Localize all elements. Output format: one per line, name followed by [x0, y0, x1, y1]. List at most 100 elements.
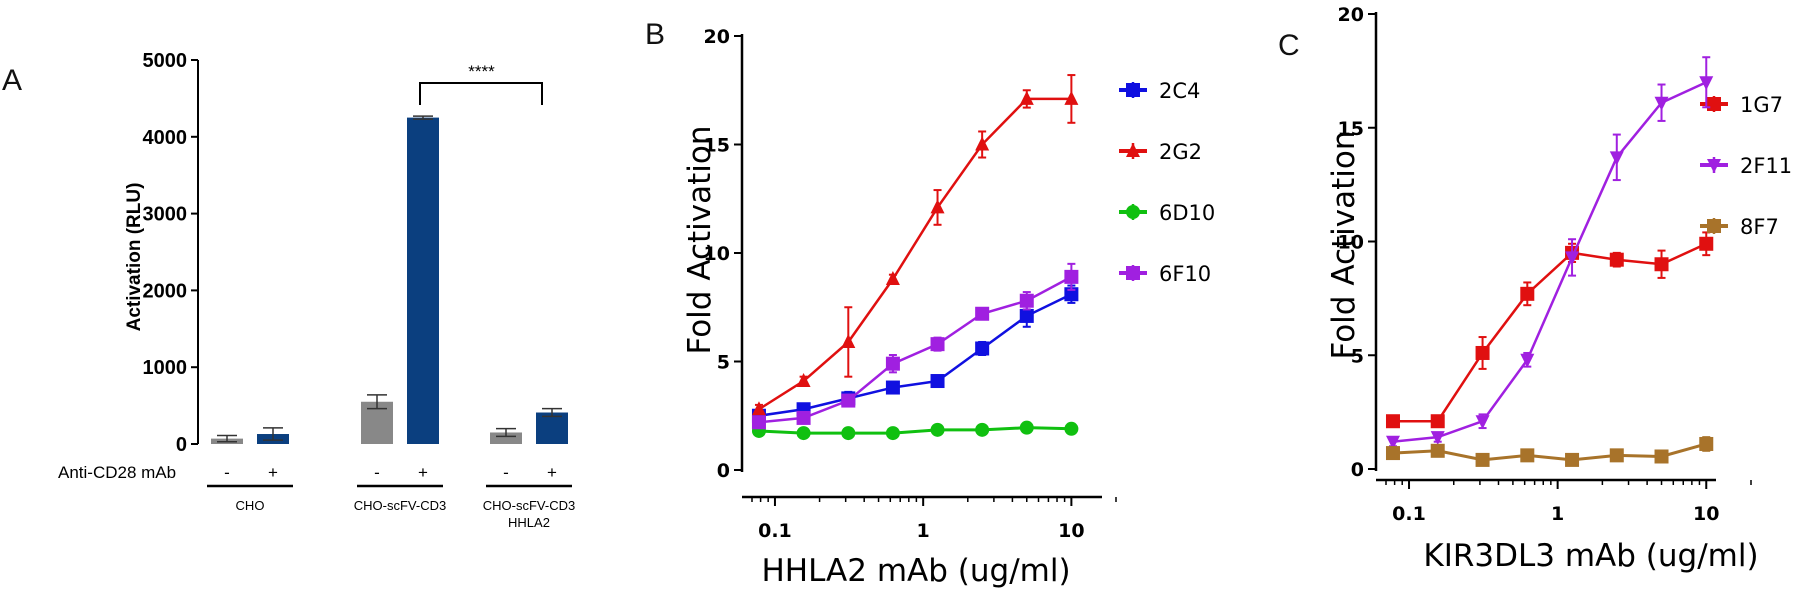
b-legend-label-2G2: 2G2 [1159, 140, 1202, 164]
c-point-1G7 [1654, 257, 1669, 272]
a-group-label: CHO-scFV-CD3 [354, 498, 446, 513]
a-treatment-sign: - [224, 463, 230, 482]
c-point-2F11 [1475, 415, 1490, 430]
b-legend-label-2C4: 2C4 [1159, 79, 1200, 103]
c-point-1G7 [1430, 414, 1445, 429]
a-significance-bracket [419, 82, 543, 106]
a-treatment-sign: + [547, 463, 557, 482]
b-y-tick-label: 0 [717, 460, 730, 482]
a-group-label: CHO [236, 498, 265, 513]
b-point-6F10 [841, 393, 856, 408]
b-point-6F10 [796, 410, 811, 425]
c-series-line-2F11 [1392, 81, 1707, 443]
c-legend-marker-1G7 [1707, 97, 1721, 111]
b-point-2C4 [975, 341, 990, 356]
c-point-1G7 [1475, 345, 1490, 360]
b-y-tick-label: 15 [704, 135, 730, 157]
c-point-1G7 [1520, 286, 1535, 301]
c-legend-marker-2F11 [1707, 159, 1721, 173]
a-y-tick-label: 2000 [143, 280, 188, 302]
panel-letter-a: A [2, 64, 22, 97]
b-series-line-6D10 [758, 426, 1072, 435]
b-legend-marker-2G2 [1126, 143, 1140, 157]
panel-b-line-chart: 0 5 10 15 20 0.1 1 10 HHLA2 mAb (ug/ml) Fold Acti… [682, 26, 1215, 589]
c-point-8F7 [1565, 452, 1580, 467]
b-point-2G2 [1064, 90, 1079, 105]
c-point-8F7 [1699, 436, 1714, 451]
b-point-6D10 [1064, 421, 1079, 436]
c-series-8F7 [1385, 436, 1714, 467]
b-legend-label-6F10: 6F10 [1159, 262, 1211, 286]
c-point-8F7 [1520, 448, 1535, 463]
c-y-tick-label: 20 [1338, 4, 1364, 26]
panel-c-line-chart: 0 5 10 15 20 0.1 1 10 KIR3DL3 mAb (ug/ml) Fold Ac… [1326, 4, 1792, 574]
a-significance-label: **** [468, 62, 495, 81]
b-y-tick-label: 10 [704, 243, 730, 265]
b-legend-marker-2C4 [1126, 83, 1140, 97]
a-treatment-sign: - [503, 463, 509, 482]
a-treatment-sign: + [268, 463, 278, 482]
c-point-2F11 [1385, 435, 1400, 450]
panel-letter-c: C [1278, 29, 1300, 62]
b-point-6F10 [885, 356, 900, 371]
b-x-tick-label: 1 [917, 520, 930, 542]
a-y-tick-label: 1000 [143, 357, 188, 379]
b-point-2G2 [975, 136, 990, 151]
c-point-2F11 [1699, 76, 1714, 91]
c-legend-marker-8F7 [1707, 219, 1721, 233]
c-legend-label-1G7: 1G7 [1740, 93, 1783, 117]
c-point-8F7 [1430, 443, 1445, 458]
a-bar-2-0 [490, 432, 522, 444]
b-x-tick-label: 0.1 [758, 520, 792, 542]
a-y-tick-label: 5000 [143, 50, 188, 72]
c-point-2F11 [1609, 151, 1624, 166]
c-point-2F11 [1520, 353, 1535, 368]
b-legend-label-6D10: 6D10 [1159, 201, 1215, 225]
c-y-tick-label: 0 [1351, 459, 1364, 481]
b-point-2C4 [930, 374, 945, 389]
b-series-line-6F10 [758, 275, 1072, 424]
a-y-tick-label: 0 [176, 434, 187, 456]
b-point-2G2 [751, 401, 766, 416]
a-bar-1-1 [407, 117, 439, 444]
c-y-tick-label: 5 [1351, 345, 1364, 367]
b-point-2G2 [885, 271, 900, 286]
c-series-1G7 [1385, 231, 1714, 429]
panel-letter-b: B [645, 18, 665, 51]
b-y-tick-label: 20 [704, 26, 730, 48]
a-y-tick-label: 4000 [143, 127, 188, 149]
b-point-6D10 [1019, 420, 1034, 435]
c-point-2F11 [1430, 431, 1445, 446]
c-legend-label-8F7: 8F7 [1740, 215, 1779, 239]
b-point-2G2 [841, 333, 856, 348]
b-point-6F10 [1019, 293, 1034, 308]
c-point-1G7 [1385, 414, 1400, 429]
c-x-tick-label: 1 [1551, 503, 1564, 525]
b-x-axis-label: HHLA2 mAb (ug/ml) [761, 553, 1070, 589]
b-point-6D10 [885, 426, 900, 441]
b-series-2G2 [751, 74, 1079, 416]
b-legend-marker-6D10 [1126, 205, 1140, 219]
b-point-6F10 [930, 337, 945, 352]
c-point-1G7 [1609, 252, 1624, 267]
c-x-axis-label: KIR3DL3 mAb (ug/ml) [1423, 538, 1758, 574]
c-point-2F11 [1565, 251, 1580, 266]
b-series-line-2G2 [758, 97, 1072, 411]
b-y-axis-label: Fold Activation [682, 125, 718, 354]
c-point-1G7 [1699, 236, 1714, 251]
b-point-2G2 [796, 373, 811, 388]
b-legend-marker-6F10 [1126, 266, 1140, 280]
b-series-line-2C4 [758, 293, 1072, 417]
c-point-2F11 [1654, 96, 1669, 111]
c-point-8F7 [1475, 452, 1490, 467]
a-y-tick-label: 3000 [143, 204, 188, 226]
c-x-tick-label: 0.1 [1392, 503, 1426, 525]
b-series-6F10 [751, 262, 1079, 430]
a-bar-2-1 [536, 412, 568, 444]
b-point-6D10 [975, 422, 990, 437]
c-y-tick-label: 15 [1338, 118, 1364, 140]
a-group-label: HHLA2 [508, 515, 550, 530]
c-point-8F7 [1609, 448, 1624, 463]
b-point-2G2 [930, 199, 945, 214]
c-y-tick-label: 10 [1338, 232, 1364, 254]
